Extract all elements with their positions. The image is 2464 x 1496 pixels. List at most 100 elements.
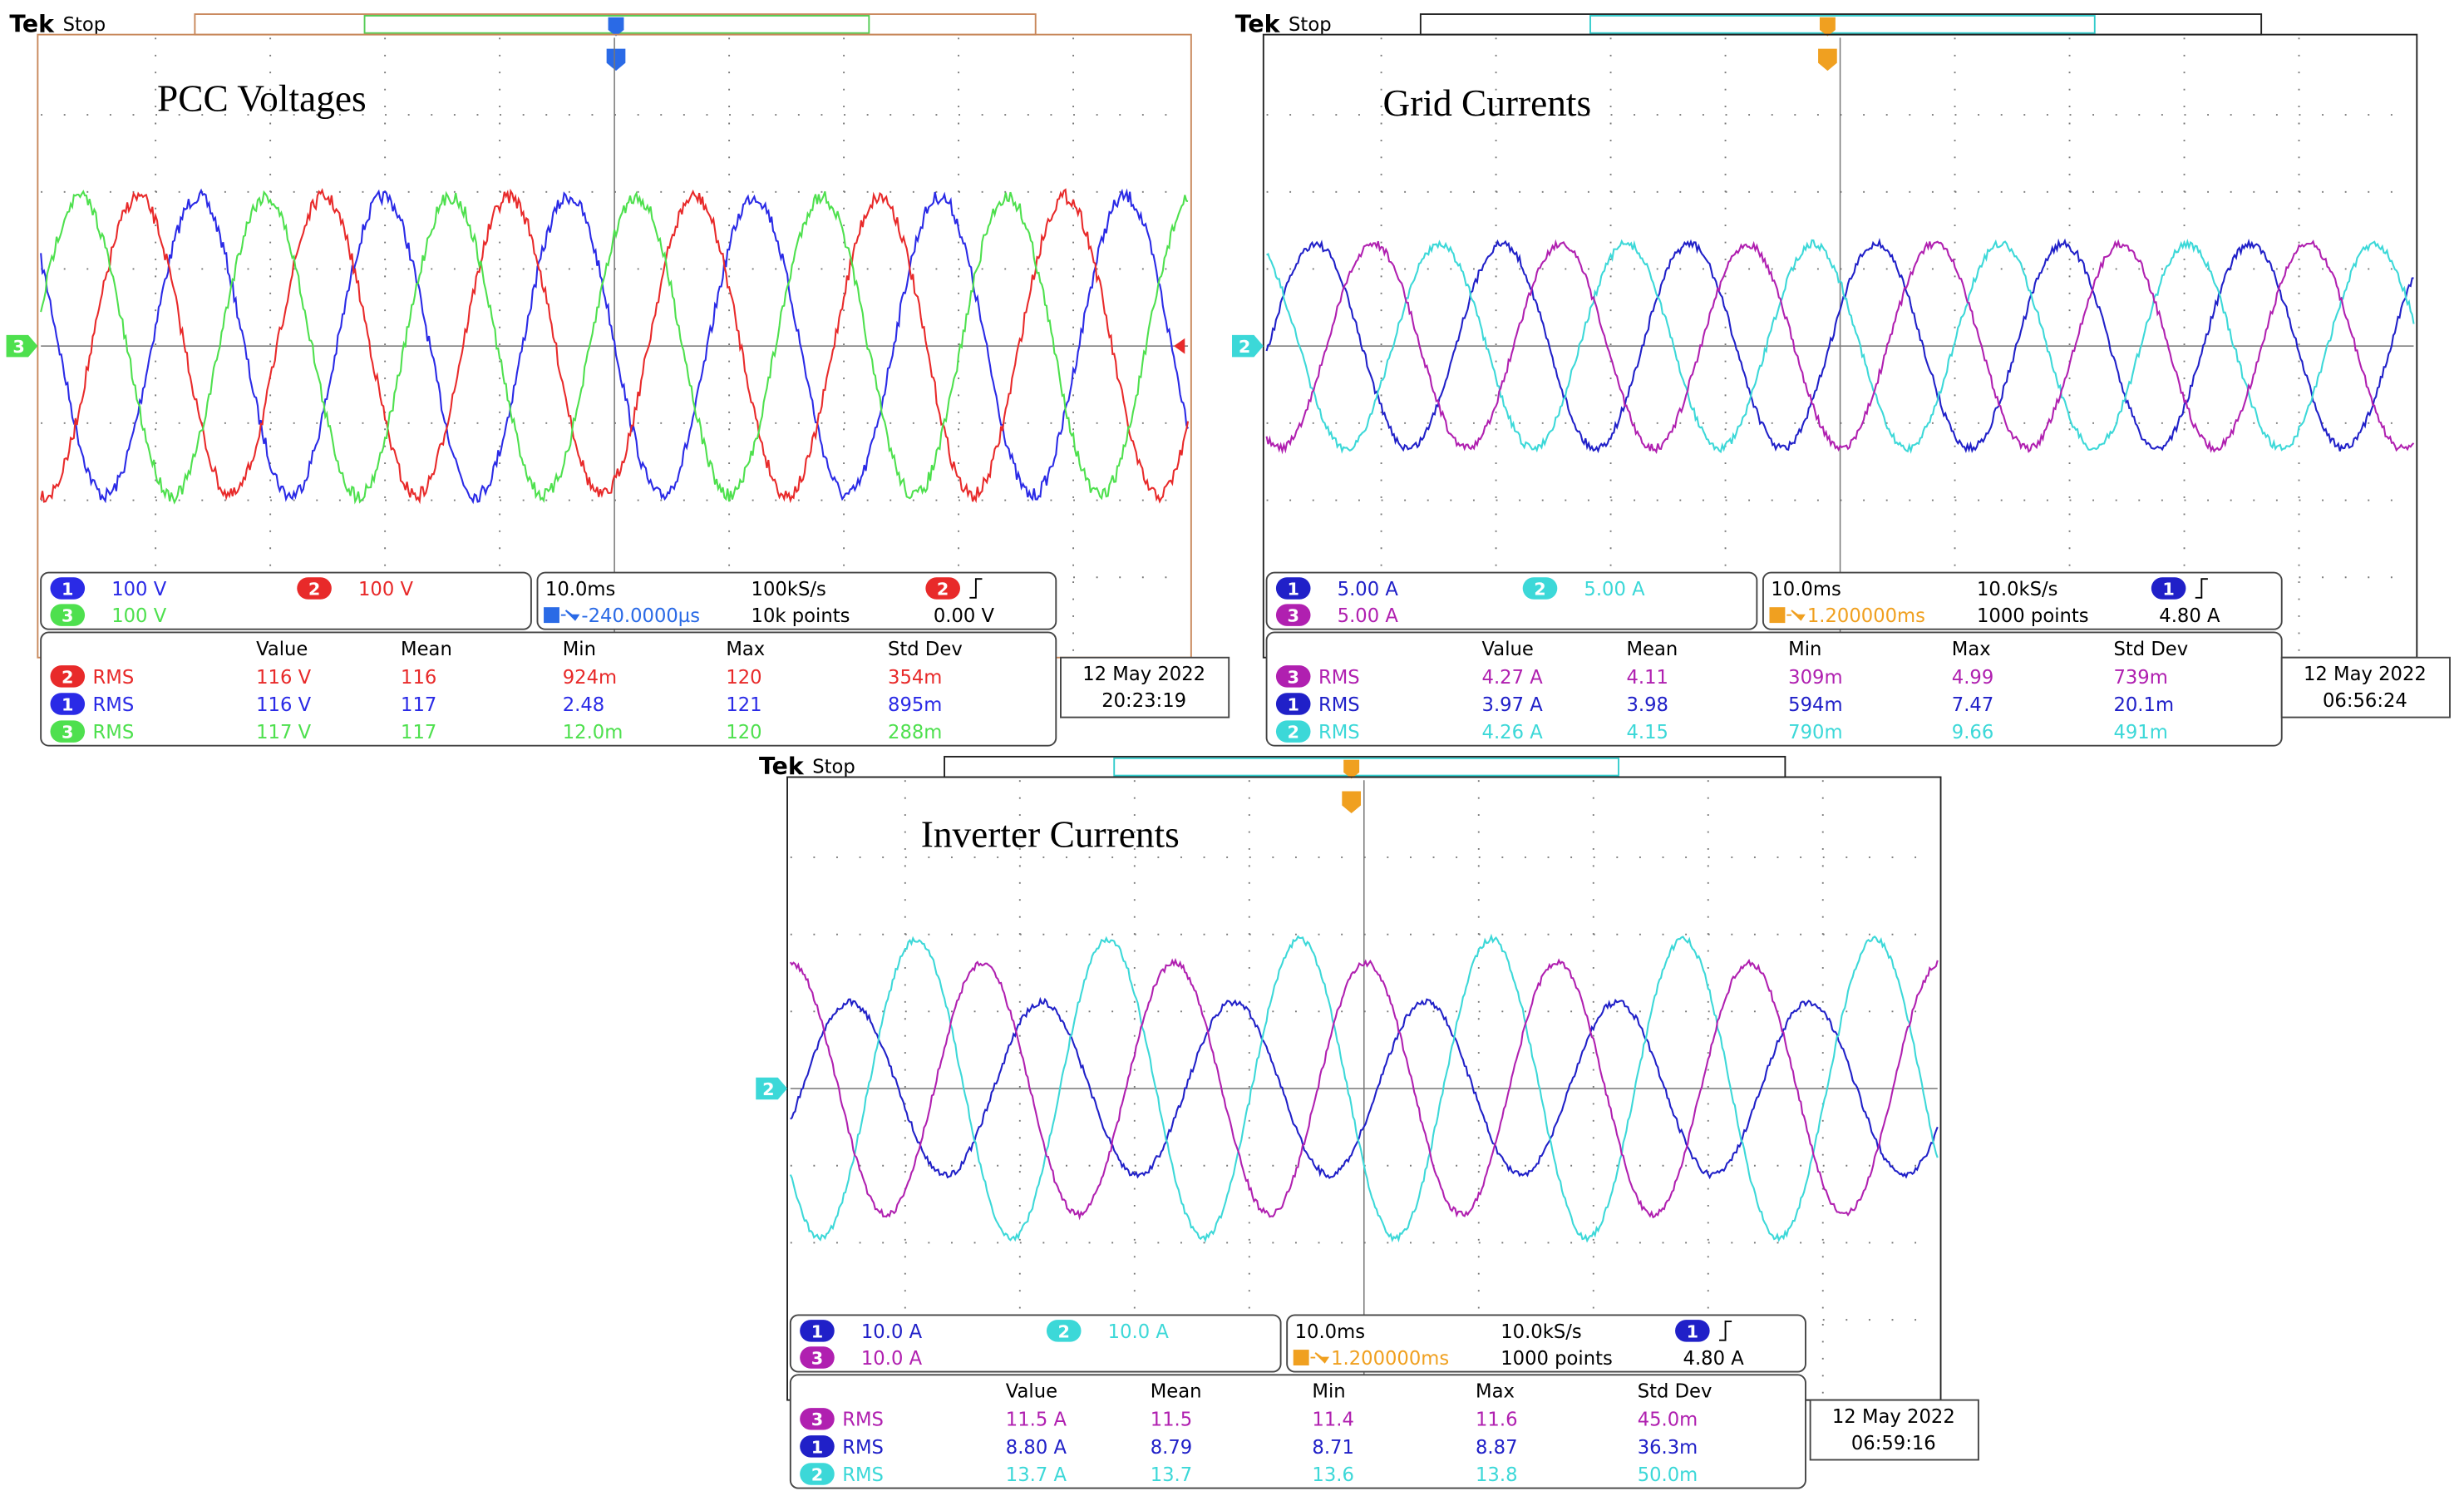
measurement-type: RMS (93, 667, 135, 689)
trigger-position-icon (544, 607, 559, 624)
trigger-slope-icon (1718, 1321, 1732, 1341)
channel-badge (1046, 1320, 1082, 1342)
plot-title: Inverter Currents (921, 814, 1180, 856)
channel-badge-label: 3 (811, 1348, 823, 1368)
sample-rate: 10.0kS/s (1501, 1321, 1581, 1343)
channel-badge (800, 1320, 835, 1342)
trigger-level: 4.80 A (2159, 605, 2220, 627)
measurement-value: 924m (563, 667, 617, 689)
channel-badge (800, 1463, 835, 1485)
measurement-value: 8.87 (1476, 1437, 1517, 1459)
measurement-value: 2.48 (563, 694, 604, 716)
channel-panel (1265, 571, 1758, 630)
acquisition-status: Stop (812, 757, 855, 778)
channel-badge (50, 665, 86, 688)
measurement-value: 121 (726, 694, 761, 716)
measurement-value: 594m (1788, 694, 1842, 716)
trigger-position: 1.200000ms (1331, 1348, 1449, 1370)
measurement-value: 13.8 (1476, 1464, 1517, 1486)
trigger-position: -240.0000µs (581, 605, 700, 627)
channel-scale: 10.0 A (861, 1348, 923, 1370)
channel-badge-label: 1 (811, 1437, 823, 1457)
measurement-value: 13.7 (1151, 1464, 1192, 1486)
channel-badge (50, 604, 86, 626)
measurement-value: 50.0m (1638, 1464, 1698, 1486)
measurement-value: 120 (726, 667, 761, 689)
measurement-value: 11.5 (1151, 1410, 1192, 1431)
measurement-value: 309m (1788, 667, 1842, 689)
channel-scale: 100 V (111, 605, 166, 627)
measurement-value: 120 (726, 722, 761, 743)
trigger-slope-icon (969, 578, 983, 599)
channel-badge-label: 1 (2162, 579, 2174, 599)
channel-badge (1675, 1320, 1710, 1342)
channel-scale: 100 V (111, 579, 166, 600)
channel-badge (925, 577, 960, 600)
trigger-position-icon (1769, 607, 1786, 624)
measurement-value: 4.11 (1626, 667, 1668, 689)
measurement-header: Value (1482, 639, 1534, 660)
measurement-value: 11.4 (1312, 1410, 1353, 1431)
measurement-value: 117 (401, 722, 436, 743)
measurement-header: Value (256, 639, 308, 660)
measurement-type: RMS (842, 1464, 884, 1486)
measurement-type: RMS (1318, 722, 1360, 743)
measurement-header: Max (1952, 639, 1991, 660)
channel-scale: 5.00 A (1338, 605, 1399, 627)
channel-scale: 10.0 A (1108, 1321, 1170, 1343)
oscilloscope: Tek Stop 3 1 100 V 2 100 V 3 100 V 10.0ms 100kS/s 2… (6, 10, 1230, 747)
measurement-value: 116 (401, 667, 436, 689)
measurement-type: RMS (1318, 694, 1360, 716)
channel-marker (6, 334, 38, 358)
channel-marker (756, 1077, 788, 1100)
channel-badge-label: 2 (1057, 1321, 1069, 1341)
channel-badge (50, 577, 86, 600)
brand: Tek (759, 753, 805, 780)
channel-badge (50, 693, 86, 715)
measurement-value: 9.66 (1952, 722, 1993, 743)
trigger-position: 1.200000ms (1807, 605, 1925, 627)
sample-rate: 100kS/s (752, 579, 826, 600)
measurement-value: 354m (888, 667, 942, 689)
measurement-value: 13.7 A (1006, 1464, 1067, 1486)
trigger-marker (608, 17, 624, 37)
time: 06:59:16 (1851, 1433, 1936, 1454)
channel-marker-label: 2 (762, 1079, 774, 1099)
measurement-value: 8.80 A (1006, 1437, 1067, 1459)
channel-badge-label: 3 (1287, 606, 1299, 626)
time: 06:56:24 (2323, 690, 2407, 712)
channel-badge (297, 577, 332, 600)
channel-badge-label: 2 (1287, 723, 1299, 743)
channel-badge-label: 2 (308, 579, 320, 599)
measurement-value: 117 (401, 694, 436, 716)
record-length: 1000 points (1977, 605, 2089, 627)
plot-title: Grid Currents (1382, 82, 1591, 124)
channel-badge-label: 2 (62, 667, 73, 687)
trigger-position-icon (560, 610, 580, 621)
waveform (789, 933, 1939, 1243)
channel-scale: 5.00 A (1584, 579, 1645, 600)
waveform (40, 190, 1189, 505)
date-panel (1809, 1399, 1979, 1461)
measurement-value: 790m (1788, 722, 1842, 743)
time-per-division: 10.0ms (1295, 1321, 1365, 1343)
channel-badge (1275, 665, 1311, 688)
measurement-header: Std Dev (1638, 1381, 1712, 1403)
channel-badge (800, 1408, 835, 1430)
date: 12 May 2022 (2304, 664, 2427, 685)
measurement-header: Std Dev (2113, 639, 2188, 660)
trigger-position-icon (1293, 1350, 1309, 1365)
trigger-marker (1343, 759, 1360, 779)
channel-marker-label: 2 (1239, 337, 1250, 357)
waveform (1265, 239, 2415, 455)
waveform (790, 996, 1939, 1180)
channel-badge-label: 1 (1287, 579, 1299, 599)
measurement-value: 36.3m (1638, 1437, 1698, 1459)
measurement-value: 4.27 A (1482, 667, 1544, 689)
channel-badge (1522, 577, 1558, 600)
measurement-value: 7.47 (1952, 694, 1993, 716)
measurement-header: Mean (1626, 639, 1678, 660)
measurement-value: 4.99 (1952, 667, 1993, 689)
waveform (1265, 238, 2414, 454)
